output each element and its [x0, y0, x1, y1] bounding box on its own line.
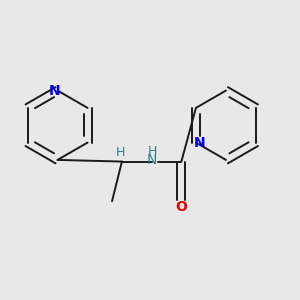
Text: N: N	[194, 136, 206, 150]
Text: N: N	[147, 153, 158, 167]
Text: N: N	[48, 84, 60, 98]
Text: H: H	[148, 145, 157, 158]
Text: O: O	[176, 200, 187, 214]
Text: H: H	[116, 146, 125, 159]
